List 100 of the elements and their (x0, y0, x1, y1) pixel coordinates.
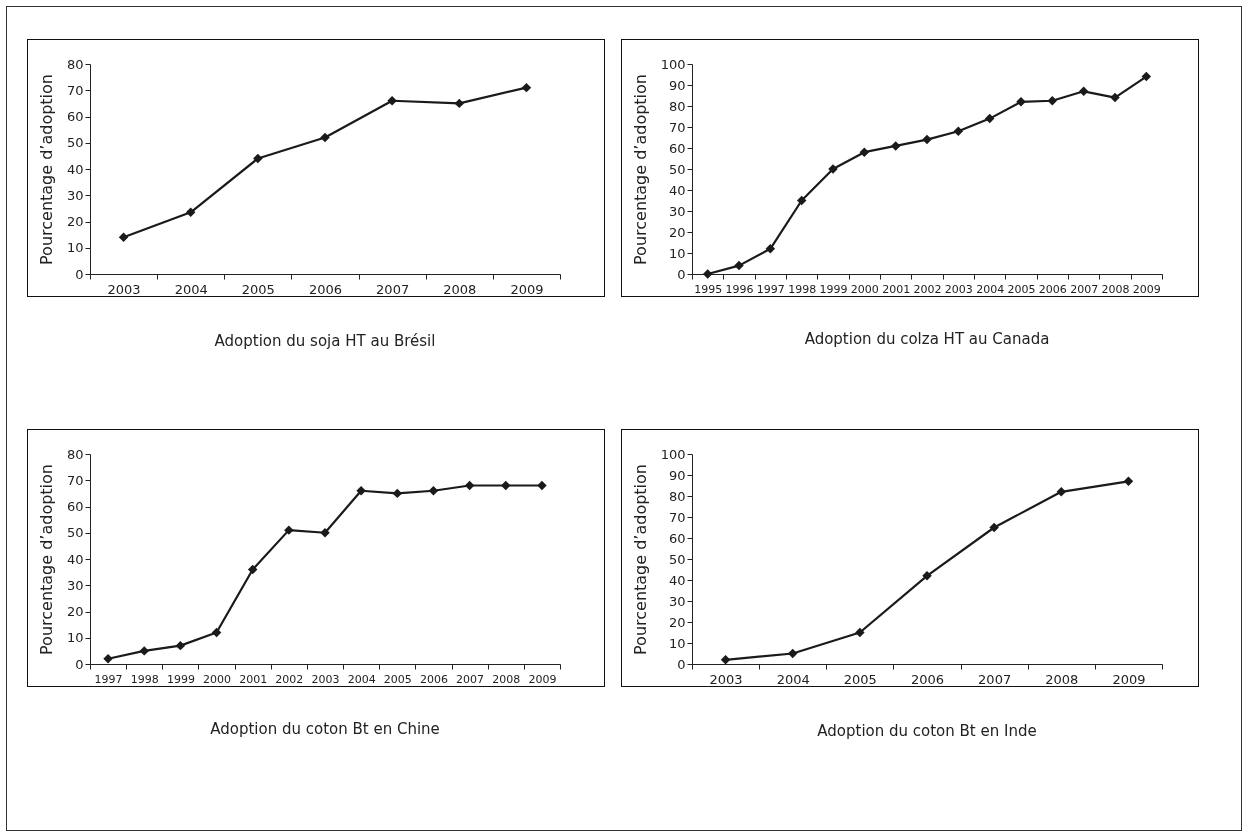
y-axis-title: Pourcentage d’adoption (630, 74, 650, 265)
point (1047, 96, 1058, 106)
point (1123, 476, 1134, 487)
x-tick-label: 2006 (308, 281, 343, 297)
y-tick-label: 20 (668, 224, 686, 240)
y-tick-label: 30 (668, 593, 686, 609)
y-axis-title: Pourcentage d’adoption (36, 464, 56, 655)
y-tick-label: 40 (668, 572, 686, 588)
point (464, 480, 475, 491)
y-tick-label: 60 (66, 499, 84, 514)
x-tick-label: 2002 (275, 672, 304, 686)
y-tick-label: 10 (668, 635, 686, 651)
x-tick-label: 2001 (882, 282, 911, 296)
x-tick-label: 1999 (819, 282, 848, 296)
x-tick-label: 2005 (383, 672, 412, 686)
point (247, 564, 258, 575)
y-tick-label: 80 (66, 56, 84, 72)
y-tick-label: 10 (668, 245, 686, 261)
x-tick-label: 1996 (725, 282, 754, 296)
point (734, 260, 744, 271)
x-tick-label: 2002 (913, 282, 942, 296)
point (320, 132, 330, 143)
x-tick-label: 2007 (978, 671, 1012, 687)
y-tick-label: 80 (668, 98, 686, 114)
y-tick-label: 90 (668, 467, 686, 483)
point (702, 269, 713, 279)
x-tick-label: 2009 (510, 281, 544, 297)
x-tick-label: 2003 (709, 671, 743, 687)
point (387, 96, 397, 106)
point (765, 244, 776, 254)
x-tick-label: 2005 (843, 671, 877, 687)
point (211, 627, 222, 638)
y-tick-label: 30 (66, 187, 84, 203)
x-tick-label: 2007 (1070, 282, 1099, 296)
point (1110, 92, 1120, 103)
y-tick-label: 60 (668, 530, 686, 546)
text: Adoption du coton Bt en Inde (817, 722, 1037, 740)
y-tick-label: 0 (677, 656, 686, 672)
x-tick-label: 2009 (1132, 282, 1161, 296)
text: Adoption du coton Bt en Chine (210, 720, 440, 738)
point (175, 640, 186, 651)
x-tick-label: 2001 (239, 672, 268, 686)
y-tick-label: 40 (66, 161, 84, 177)
y-tick-label: 70 (66, 472, 84, 488)
point (855, 627, 865, 638)
point (1078, 86, 1089, 97)
point (787, 648, 798, 659)
point (953, 126, 964, 136)
point (103, 654, 113, 664)
x-tick-label: 2007 (456, 672, 485, 686)
point (139, 646, 149, 656)
x-tick-label: 2004 (347, 672, 376, 686)
point (796, 195, 807, 206)
x-tick-label: 1999 (166, 672, 195, 686)
point (890, 141, 901, 151)
y-tick-label: 0 (677, 266, 686, 282)
x-tick-label: 1998 (788, 282, 817, 296)
y-tick-label: 70 (668, 119, 686, 135)
y-tick-label: 60 (66, 109, 84, 124)
x-tick-label: 2008 (1101, 282, 1130, 296)
y-tick-label: 70 (668, 509, 686, 525)
x-tick-label: 2004 (976, 282, 1005, 296)
point (454, 98, 465, 109)
point (118, 232, 129, 242)
x-tick-label: 2008 (1045, 671, 1079, 687)
x-tick-label: 2009 (1112, 671, 1146, 687)
x-tick-label: 2003 (107, 281, 141, 297)
x-tick-label: 2000 (850, 282, 879, 296)
point (537, 480, 547, 491)
y-tick-label: 50 (66, 525, 84, 541)
text: Adoption du soja HT au Brésil (214, 332, 436, 350)
point (501, 480, 511, 491)
point (392, 488, 403, 499)
y-axis-title: Pourcentage d’adoption (630, 464, 650, 655)
x-tick-label: 1995 (694, 282, 723, 296)
y-tick-label: 100 (660, 56, 686, 72)
y-tick-label: 20 (668, 614, 686, 630)
y-tick-label: 40 (668, 182, 686, 198)
y-tick-label: 20 (66, 604, 84, 619)
y-tick-label: 50 (668, 551, 686, 567)
x-tick-label: 2009 (528, 672, 557, 686)
point (1141, 71, 1152, 82)
y-tick-label: 100 (660, 446, 686, 462)
y-tick-label: 20 (66, 214, 84, 229)
y-tick-label: 80 (66, 446, 84, 462)
x-tick-label: 1998 (130, 672, 159, 686)
y-tick-label: 0 (75, 656, 84, 672)
point (922, 134, 932, 145)
x-tick-label: 2006 (910, 671, 945, 687)
y-axis-title: Pourcentage d’adoption (36, 74, 56, 265)
y-tick-label: 30 (66, 577, 84, 593)
point (428, 486, 439, 496)
point (185, 207, 196, 218)
point (521, 82, 532, 93)
x-tick-label: 2005 (1007, 282, 1036, 296)
x-tick-label: 2003 (944, 282, 973, 296)
point (284, 525, 294, 535)
y-tick-label: 30 (668, 203, 686, 219)
x-tick-label: 2005 (241, 281, 275, 297)
point (859, 147, 870, 157)
